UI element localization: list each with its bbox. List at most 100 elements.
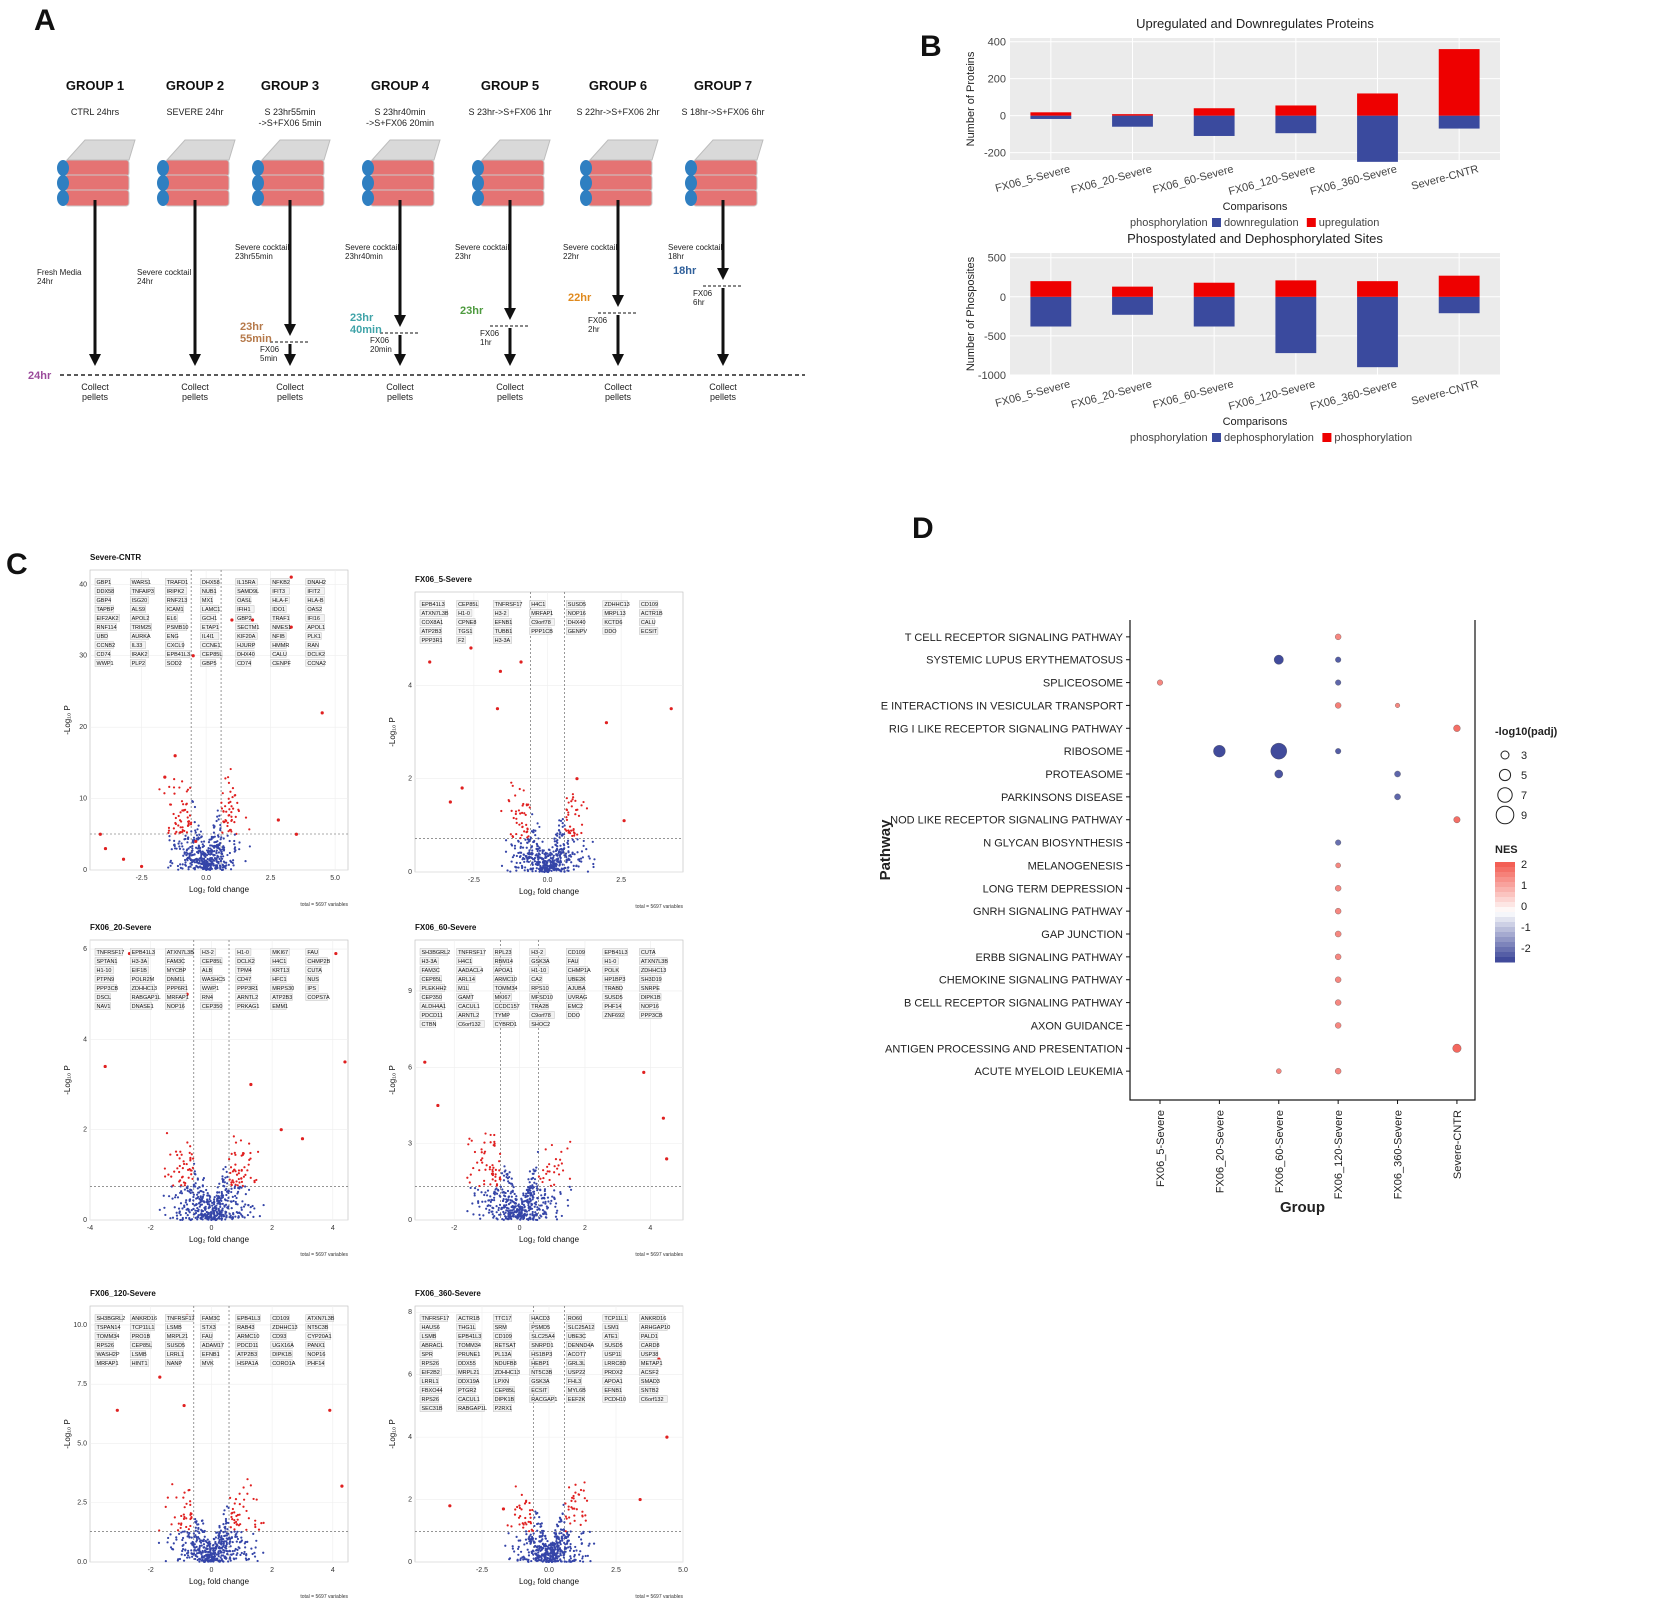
data-point [255,1539,258,1542]
data-point [231,807,235,810]
gene-label-box [165,605,184,613]
gene-label: SH3BGRL2 [422,950,451,956]
data-point [554,843,557,846]
data-point [251,1204,254,1208]
data-point [521,1556,524,1559]
data-point [234,1497,238,1501]
data-point [579,1559,582,1563]
data-point [208,1540,211,1543]
data-point [466,1209,469,1213]
data-point [517,1553,520,1556]
data-point [182,1513,185,1516]
data-point [215,1547,218,1550]
data-point [573,853,576,856]
bar-dephosphorylation [1357,296,1398,368]
pathway-label: N GLYCAN BIOSYNTHESIS [983,838,1123,850]
gene-label: TNFRSF17 [422,1316,450,1322]
pathway-label: PARKINSONS DISEASE [1001,792,1123,804]
data-point [195,1203,198,1206]
data-point [527,852,531,856]
flask-layer [587,189,653,207]
data-point [526,1560,530,1563]
data-point [198,859,201,863]
gene-label: TRA2B [531,1004,549,1010]
size-legend-value: 9 [1521,810,1527,822]
data-point [568,1549,572,1552]
gene-label-box [419,1011,442,1019]
gene-label-box [456,966,482,974]
data-point [515,1535,518,1538]
x-axis-label: Log₂ fold change [519,1235,580,1244]
gene-label: HLA-F [272,598,289,604]
color-legend-value: 1 [1521,880,1527,892]
volcano-title: FX06_20-Severe [90,923,152,932]
labeled-point [173,754,177,758]
data-point [189,1500,192,1503]
data-point [196,1558,199,1562]
gene-label: SOD2 [167,661,182,667]
volcano-title: FX06_60-Severe [415,923,477,932]
gene-label: TNFRSF17 [458,950,486,956]
gene-label: P2RX1 [495,1406,512,1412]
point-cloud [466,1132,573,1222]
data-point [244,860,247,863]
gene-label-box [492,1002,518,1010]
data-point [237,1169,241,1172]
data-point [529,1192,533,1195]
data-point [181,845,184,848]
data-point [507,1532,510,1535]
gene-label-box [165,632,178,640]
gene-label: ATP2B3 [422,629,442,635]
data-point [515,821,518,824]
data-point [216,815,219,818]
data-point [215,851,218,854]
data-point [526,841,529,844]
data-point [243,1550,246,1554]
data-point [492,1192,496,1195]
gene-label-box [94,641,114,649]
data-point [523,812,526,815]
data-point [178,1211,181,1215]
data-point [217,843,220,846]
x-tick-label: 2.5 [266,875,276,882]
gene-label-box [200,650,223,658]
data-point [200,1559,204,1562]
gene-label: CCDC157 [495,1004,520,1010]
data-point [514,865,517,868]
data-point [491,1172,495,1175]
data-point [574,1545,577,1549]
gene-label: CD47 [237,977,251,983]
x-tick-label: FX06_60-Severe [1151,163,1234,196]
data-point [196,828,199,831]
gene-label: IRAK2 [132,652,148,658]
data-point [507,798,510,802]
data-point [524,1209,527,1212]
data-point [555,1540,558,1543]
data-point [199,856,203,859]
data-point [210,1553,213,1557]
data-point [243,1185,247,1188]
gene-label: PPP3CB [641,1013,663,1019]
data-point [555,1535,558,1539]
gene-label-box [129,596,149,604]
data-point [187,820,190,823]
gene-label-box [492,1350,512,1358]
bubble-point [1335,748,1342,755]
data-point [559,859,562,862]
gene-label: M1L [458,986,469,992]
data-point [241,1214,244,1218]
gene-label-box [200,1323,216,1331]
data-point [174,1196,177,1199]
gene-label: ARL14 [458,977,475,983]
group-label: FX06_120-Severe [1333,1110,1345,1199]
data-point [526,1213,529,1216]
data-point [515,1198,518,1201]
data-point [556,1209,559,1212]
data-point [503,1213,506,1216]
gene-label-box [419,1314,448,1322]
data-point [180,820,183,823]
time-point-label: 22hr [568,292,592,304]
gene-label-box [492,609,509,617]
data-point [559,819,563,823]
